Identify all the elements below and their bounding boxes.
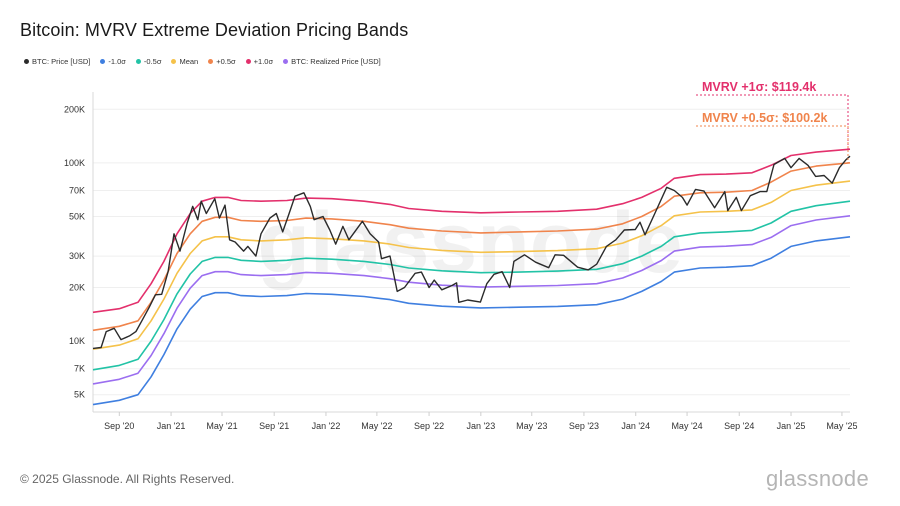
x-tick-label: Sep '20	[104, 421, 134, 431]
x-tick-label: May '21	[206, 421, 237, 431]
y-axis: 5K 7K 10K 20K 30K 50K 70K 100K 200K	[64, 104, 85, 399]
y-tick-label: 5K	[74, 390, 85, 400]
series-line-mean[interactable]	[92, 180, 851, 350]
x-tick-label: May '22	[361, 421, 392, 431]
legend-marker	[100, 59, 106, 64]
annotations: MVRV +1σ: $119.4k MVRV +0.5σ: $100.2k	[696, 80, 849, 163]
x-axis: Sep '20 Jan '21 May '21 Sep '21 Jan '22 May '…	[104, 412, 858, 431]
x-tick-label: Sep '23	[569, 421, 599, 431]
brand-logo: glassnode	[766, 466, 869, 491]
series-line-btc-price-usd-[interactable]	[92, 155, 851, 350]
x-tick-label: May '24	[671, 421, 702, 431]
x-tick-label: Jan '21	[157, 421, 186, 431]
x-tick-label: Sep '22	[414, 421, 444, 431]
legend-item-plus05[interactable]: +0.5σ	[208, 57, 236, 66]
y-tick-label: 200K	[64, 104, 85, 114]
annotation-plus05: MVRV +0.5σ: $100.2k	[702, 111, 827, 125]
y-tick-label: 20K	[69, 282, 85, 292]
y-tick-label: 30K	[69, 251, 85, 261]
legend-item-plus1[interactable]: +1.0σ	[245, 57, 274, 66]
legend-label: -1.0σ	[108, 57, 126, 66]
legend-label: Mean	[179, 57, 199, 66]
annotation-plus1: MVRV +1σ: $119.4k	[702, 80, 816, 94]
legend-label: +1.0σ	[253, 57, 274, 66]
series-line--1-0-[interactable]	[92, 236, 851, 406]
copyright: © 2025 Glassnode. All Rights Reserved.	[20, 472, 235, 486]
series-line--0-5-[interactable]	[92, 162, 851, 332]
x-tick-label: Sep '24	[724, 421, 754, 431]
legend-marker	[245, 59, 251, 64]
legend-label: -0.5σ	[143, 57, 162, 66]
legend-item-price[interactable]: BTC: Price [USD]	[24, 57, 90, 66]
y-tick-label: 100K	[64, 158, 85, 168]
legend-marker	[283, 59, 289, 64]
series-line-btc-realized-price-usd-[interactable]	[92, 215, 851, 385]
legend-marker	[208, 59, 214, 64]
legend-marker	[171, 59, 177, 64]
series-line--1-0-[interactable]	[92, 148, 851, 314]
gridlines	[93, 108, 850, 396]
x-tick-label: Jan '24	[621, 421, 650, 431]
legend-item-mean[interactable]: Mean	[171, 57, 198, 66]
legend-item-realized[interactable]: BTC: Realized Price [USD]	[283, 57, 381, 66]
x-tick-label: Jan '23	[466, 421, 495, 431]
y-tick-label: 50K	[69, 212, 85, 222]
legend-label: BTC: Realized Price [USD]	[291, 57, 381, 66]
legend-label: BTC: Price [USD]	[32, 57, 91, 66]
series-line--0-5-[interactable]	[92, 200, 851, 371]
legend-marker	[135, 59, 141, 64]
legend-item-minus05[interactable]: -0.5σ	[135, 57, 162, 66]
x-tick-label: Sep '21	[259, 421, 289, 431]
x-tick-label: Jan '22	[312, 421, 341, 431]
y-tick-label: 70K	[69, 186, 85, 196]
x-tick-label: Jan '25	[777, 421, 806, 431]
legend-label: +0.5σ	[216, 57, 236, 66]
y-tick-label: 10K	[69, 336, 85, 346]
watermark: glassnode	[257, 195, 682, 291]
x-tick-label: May '23	[516, 421, 547, 431]
y-tick-label: 7K	[74, 364, 85, 374]
legend-marker	[24, 59, 29, 64]
chart-title: Bitcoin: MVRV Extreme Deviation Pricing …	[20, 20, 409, 40]
legend-item-minus1[interactable]: -1.0σ	[100, 57, 126, 66]
x-tick-label: May '25	[826, 421, 857, 431]
legend: BTC: Price [USD] -1.0σ -0.5σ Mean +0.5σ …	[24, 57, 381, 66]
series-group	[92, 148, 851, 406]
